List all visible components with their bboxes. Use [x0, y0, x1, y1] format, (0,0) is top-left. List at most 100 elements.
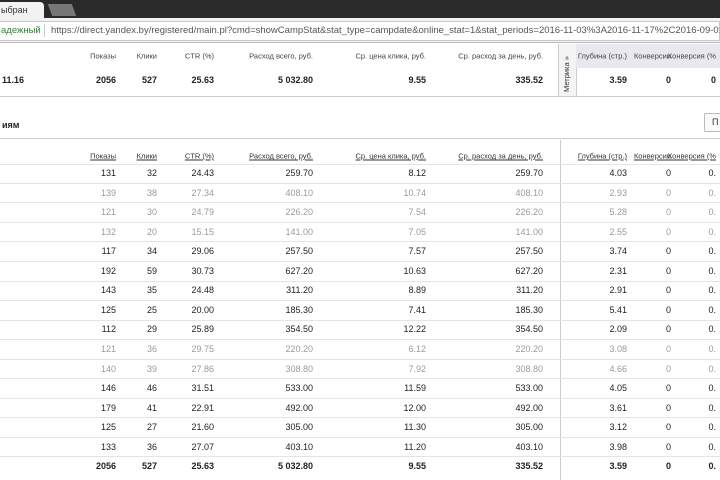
table-cell: 0: [665, 383, 671, 394]
table-cell: 11.30: [404, 422, 426, 433]
column-header[interactable]: Глубина (стр.): [577, 151, 627, 161]
table-cell: 627.20: [515, 265, 543, 276]
table-cell: 36: [146, 441, 157, 452]
table-cell: 24.43: [191, 168, 214, 178]
column-header[interactable]: CTR (%): [184, 151, 214, 161]
column-header[interactable]: Клики: [136, 151, 157, 161]
url-box[interactable]: адежный https://direct.yandex.by/registe…: [0, 21, 720, 41]
table-cell: 22.91: [191, 402, 214, 413]
table-cell: 141.00: [285, 226, 313, 237]
total-cell: 527: [141, 461, 157, 472]
table-cell: 125: [100, 422, 116, 433]
table-cell: 125: [100, 304, 116, 315]
table-cell: 3.12: [609, 422, 627, 433]
tab-bar: [0, 0, 720, 18]
table-cell: 2.55: [609, 226, 627, 237]
table-cell: 31.51: [191, 383, 214, 394]
total-cell: 5 032.80: [277, 461, 313, 472]
tab[interactable]: ыбран: [0, 2, 44, 18]
table-cell: 41: [146, 402, 157, 413]
column-header[interactable]: Ср. цена клика, руб.: [355, 151, 426, 161]
table-cell: 354.50: [285, 324, 313, 335]
total-cell: 9.55: [408, 461, 426, 472]
table-cell: 29.75: [191, 343, 214, 354]
table-cell: 39: [146, 363, 157, 374]
table-cell: 24.79: [191, 207, 214, 218]
table-cell: 311.20: [286, 285, 313, 296]
table-cell: 0.: [708, 246, 716, 257]
table-cell: 4.66: [609, 363, 627, 374]
table-cell: 2.09: [609, 324, 627, 335]
table-cell: 259.70: [285, 168, 313, 178]
row-line: [0, 300, 720, 302]
total-cell: 0: [665, 461, 671, 472]
table-cell: 0.: [708, 207, 716, 218]
table-cell: 220.20: [515, 343, 543, 354]
table-cell: 0: [665, 422, 671, 433]
table-cell: 257.50: [515, 246, 543, 257]
column-header[interactable]: Конверсия (%: [667, 151, 716, 161]
table-cell: 8.89: [408, 285, 426, 296]
table-cell: 0.: [708, 226, 716, 237]
table-cell: 403.10: [285, 441, 313, 452]
table-cell: 20: [146, 226, 157, 237]
table-cell: 132: [100, 226, 116, 237]
column-header: Расход всего, руб.: [249, 51, 313, 61]
column-header[interactable]: Показы: [90, 151, 116, 161]
row-line: [0, 456, 720, 458]
table-cell: 12.00: [403, 402, 426, 413]
summary-cell: 5 032.80: [277, 75, 313, 85]
table-cell: 0.: [708, 402, 716, 413]
table-cell: 226.20: [515, 207, 543, 218]
column-header[interactable]: Конверсии: [633, 151, 671, 161]
row-line: [0, 417, 720, 419]
table-cell: 5.41: [609, 304, 627, 315]
table-cell: 0.: [708, 441, 716, 452]
column-header[interactable]: Расход всего, руб.: [249, 151, 313, 161]
table-cell: 27.86: [191, 363, 214, 374]
table-cell: 30: [146, 207, 157, 218]
table-cell: 141.00: [515, 226, 543, 237]
separator: [44, 24, 45, 37]
table-cell: 2.91: [609, 285, 627, 296]
column-header: Клики: [136, 51, 157, 61]
table-cell: 7.05: [408, 226, 426, 237]
row-line: [0, 378, 720, 380]
table-cell: 311.20: [516, 285, 543, 296]
table-cell: 10.74: [403, 187, 426, 198]
row-line: [0, 436, 720, 438]
button[interactable]: П: [704, 113, 720, 132]
metrica-toggle[interactable]: Метрика »: [558, 44, 577, 96]
table-cell: 408.10: [285, 187, 313, 198]
new-tab[interactable]: [47, 4, 77, 16]
row-line: [0, 319, 720, 321]
column-header: Ср. цена клика, руб.: [355, 51, 426, 61]
table-cell: 34: [146, 246, 157, 257]
table-cell: 0: [665, 207, 671, 218]
column-header: Конверсии: [633, 51, 671, 61]
summary-cell: 9.55: [408, 75, 426, 85]
table-cell: 25: [146, 304, 157, 315]
divider: [0, 138, 720, 139]
metrica-header-bg: [576, 44, 720, 68]
table-cell: 0: [665, 324, 671, 335]
summary-date: 11.16: [2, 75, 25, 85]
divider: [0, 96, 720, 97]
row-line: [0, 280, 720, 282]
row-line: [0, 202, 720, 204]
table-cell: 11.59: [404, 383, 426, 394]
table-cell: 308.80: [515, 363, 543, 374]
table-cell: 0: [665, 246, 671, 257]
table-cell: 146: [100, 383, 116, 394]
table-cell: 112: [101, 324, 116, 335]
row-line: [0, 182, 720, 184]
table-cell: 27.34: [191, 187, 214, 198]
table-cell: 6.12: [408, 343, 426, 354]
column-header[interactable]: Ср. расход за день, руб.: [458, 151, 543, 161]
table-cell: 0.: [708, 265, 716, 276]
table-cell: 0.: [708, 343, 716, 354]
section-title: иям: [2, 120, 20, 130]
table-cell: 0.: [708, 187, 716, 198]
table-cell: 35: [146, 285, 157, 296]
table-cell: 121: [100, 207, 116, 218]
